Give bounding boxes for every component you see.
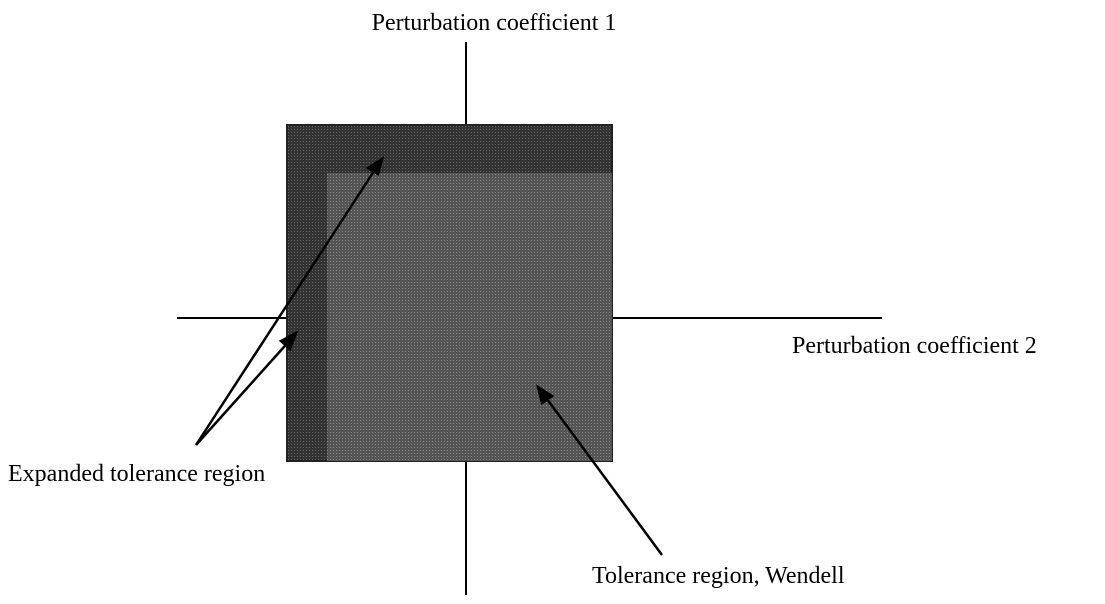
tolerance-region — [327, 173, 612, 461]
arrows — [194, 156, 664, 556]
tolerance-region-label: Tolerance region, Wendell — [592, 563, 845, 589]
expanded-region-label: Expanded tolerance region — [8, 461, 265, 487]
horizontal-axis-label: Perturbation coefficient 2 — [792, 333, 1037, 359]
vertical-axis-label: Perturbation coefficient 1 — [372, 10, 617, 36]
